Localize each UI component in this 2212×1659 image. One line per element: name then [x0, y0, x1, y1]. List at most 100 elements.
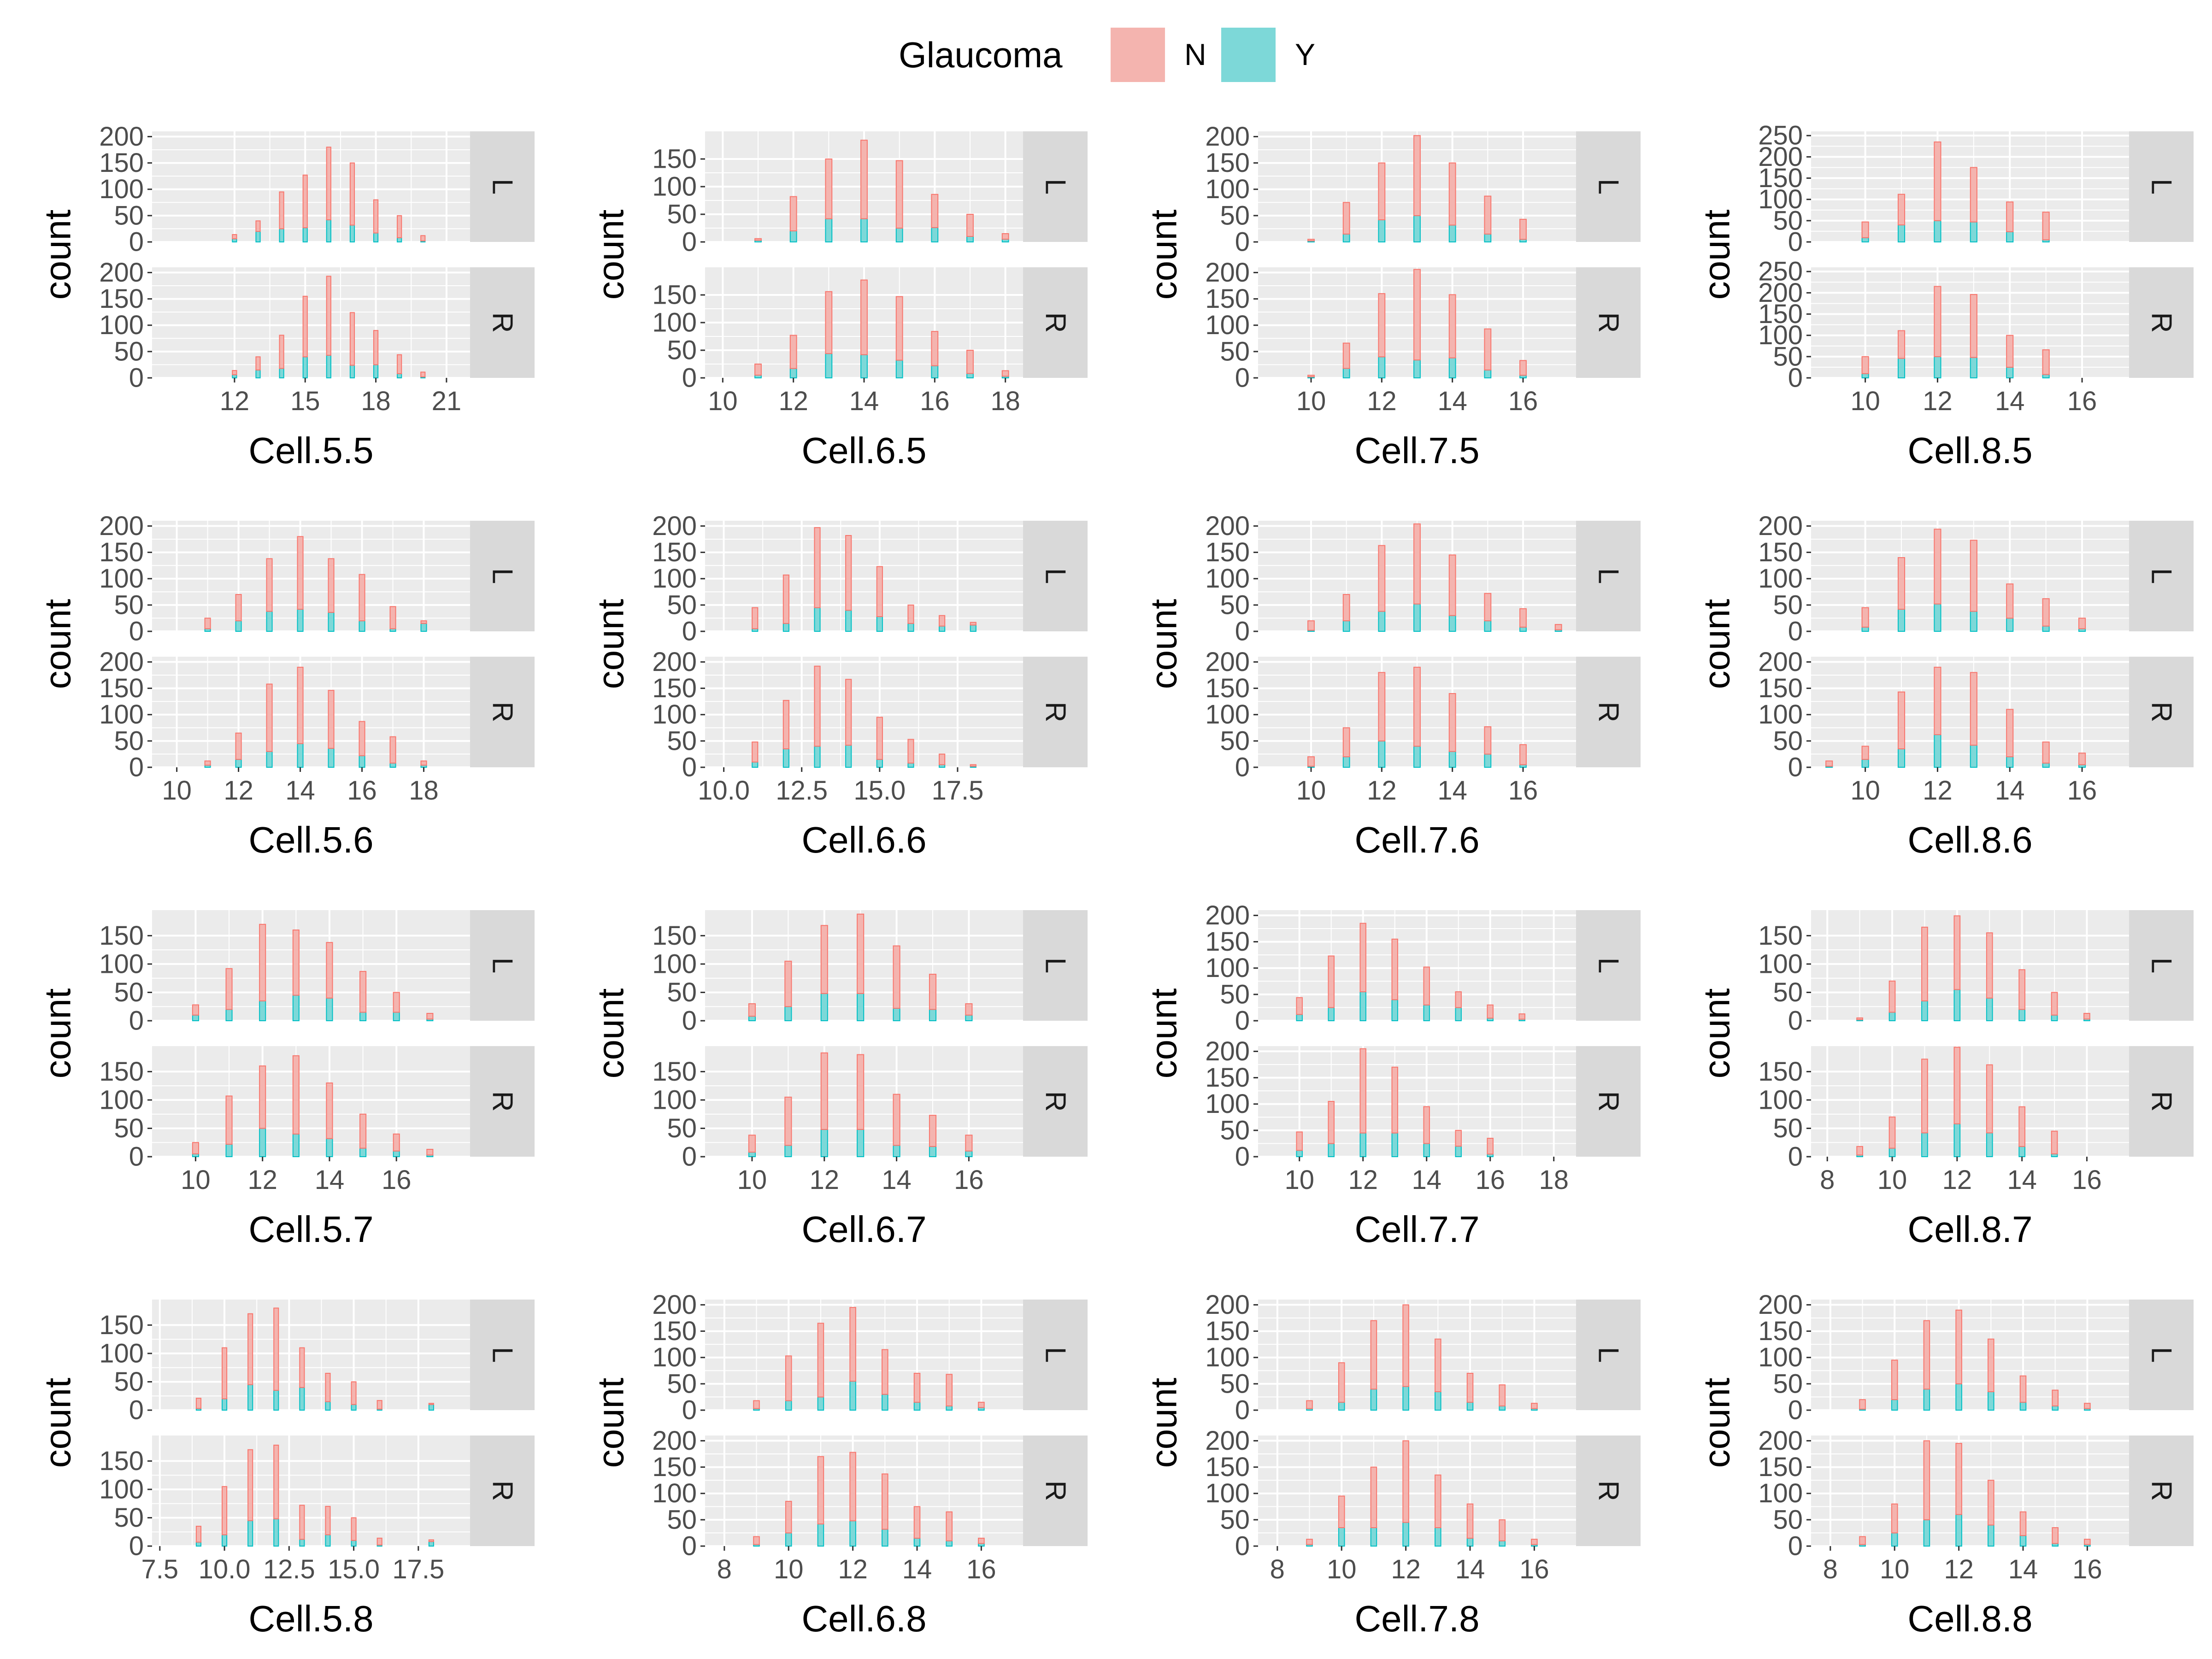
strip: [1576, 521, 1641, 631]
x-tick-label: 14: [2007, 1165, 2037, 1195]
y-tick-label: 100: [1205, 310, 1250, 340]
y-axis-title: count: [37, 599, 78, 689]
x-tick-label: 12: [838, 1554, 868, 1584]
bar-N: [1307, 620, 1315, 631]
bar-Y: [397, 237, 402, 242]
bar-N: [1897, 194, 1906, 226]
bar-Y: [325, 1534, 331, 1547]
strip: [1576, 1435, 1641, 1546]
y-tick-label: 100: [652, 1085, 697, 1115]
legend-swatch-n: [1111, 28, 1165, 82]
bar-N: [426, 1149, 434, 1156]
bar-Y: [1342, 233, 1350, 243]
x-tick-label: 14: [1437, 386, 1467, 416]
bar-Y: [1448, 751, 1456, 768]
bar-Y: [2019, 1535, 2027, 1547]
bar-Y: [235, 759, 242, 768]
bar-Y: [222, 1534, 228, 1547]
y-tick-label: 200: [1205, 647, 1250, 677]
bar-Y: [1988, 1391, 1994, 1411]
strip-label: R: [487, 312, 518, 333]
y-tick-label: 150: [1205, 1316, 1250, 1346]
bar-Y: [328, 747, 335, 768]
x-axis-title: Cell.8.5: [1907, 430, 2032, 471]
y-tick-label: 150: [652, 144, 697, 174]
y-tick-label: 250: [1758, 121, 1803, 151]
bar-Y: [393, 1012, 400, 1022]
bar-Y: [907, 762, 914, 768]
bar-Y: [2042, 762, 2050, 768]
bar-N: [247, 1449, 253, 1521]
x-axis-title: Cell.7.5: [1354, 430, 1479, 471]
x-tick-label: 12.5: [263, 1554, 315, 1584]
bar-N: [1923, 1440, 1930, 1520]
bar-Y: [966, 236, 974, 242]
bar-Y: [1955, 1514, 1962, 1547]
bar-Y: [1359, 1132, 1366, 1158]
bar-N: [2042, 741, 2050, 764]
bar-N: [785, 1355, 792, 1401]
bar-N: [1484, 328, 1492, 371]
bar-N: [232, 370, 237, 376]
bar-N: [752, 607, 759, 629]
bar-N: [1307, 239, 1315, 241]
y-tick-label: 0: [129, 1531, 144, 1561]
y-tick-label: 0: [129, 227, 144, 257]
x-tick-label: 17.5: [931, 776, 983, 806]
bar-N: [420, 371, 426, 377]
bar-N: [351, 1517, 357, 1541]
bar-N: [1897, 691, 1906, 749]
bar-Y: [2006, 231, 2014, 243]
bar-N: [895, 160, 903, 229]
strip-label: R: [1593, 702, 1624, 723]
strip-label: L: [1040, 1347, 1071, 1363]
x-tick-label: 15.0: [328, 1554, 380, 1584]
panel-background: [152, 1435, 470, 1546]
bar-N: [359, 721, 365, 756]
strip-label: L: [2146, 1347, 2177, 1363]
bar-N: [426, 1013, 434, 1020]
y-tick-label: 0: [682, 363, 697, 393]
x-tick-label: 14: [1455, 1554, 1485, 1584]
bar-Y: [1391, 999, 1398, 1021]
bar-N: [299, 1347, 305, 1388]
bar-Y: [1413, 746, 1421, 768]
bar-N: [297, 666, 304, 744]
bar-Y: [359, 620, 365, 632]
bar-N: [1487, 1138, 1494, 1155]
bar-Y: [373, 364, 379, 379]
y-tick-label: 200: [1205, 511, 1250, 541]
y-tick-label: 100: [1758, 1478, 1803, 1508]
bar-Y: [1891, 1532, 1898, 1547]
bar-N: [326, 147, 331, 220]
bar-N: [893, 1094, 900, 1146]
bar-Y: [1370, 1527, 1377, 1547]
bar-N: [1370, 1466, 1377, 1529]
panel-background: [1258, 1435, 1576, 1546]
y-tick-label: 50: [667, 590, 697, 620]
panel-background: [152, 521, 470, 631]
strip: [2129, 1300, 2194, 1410]
y-tick-label: 100: [652, 949, 697, 979]
strip-label: R: [487, 702, 518, 723]
strip: [2129, 657, 2194, 767]
panel-background: [152, 267, 470, 378]
y-tick-label: 0: [1235, 227, 1250, 257]
y-tick-label: 0: [129, 363, 144, 393]
bar-N: [1448, 294, 1456, 359]
x-tick-label: 16: [1508, 776, 1538, 806]
panel-background: [1258, 1046, 1576, 1157]
bar-Y: [1484, 620, 1492, 632]
bar-Y: [1891, 1399, 1898, 1411]
bar-Y: [273, 1389, 279, 1411]
bar-N: [292, 930, 300, 996]
x-tick-label: 10: [1296, 386, 1326, 416]
x-tick-label: 16: [2067, 776, 2097, 806]
strip: [1576, 657, 1641, 767]
y-tick-label: 50: [114, 1113, 144, 1143]
y-tick-label: 100: [1758, 320, 1803, 350]
bar-N: [752, 741, 759, 763]
y-tick-label: 0: [1235, 617, 1250, 647]
bar-N: [1921, 1059, 1928, 1134]
